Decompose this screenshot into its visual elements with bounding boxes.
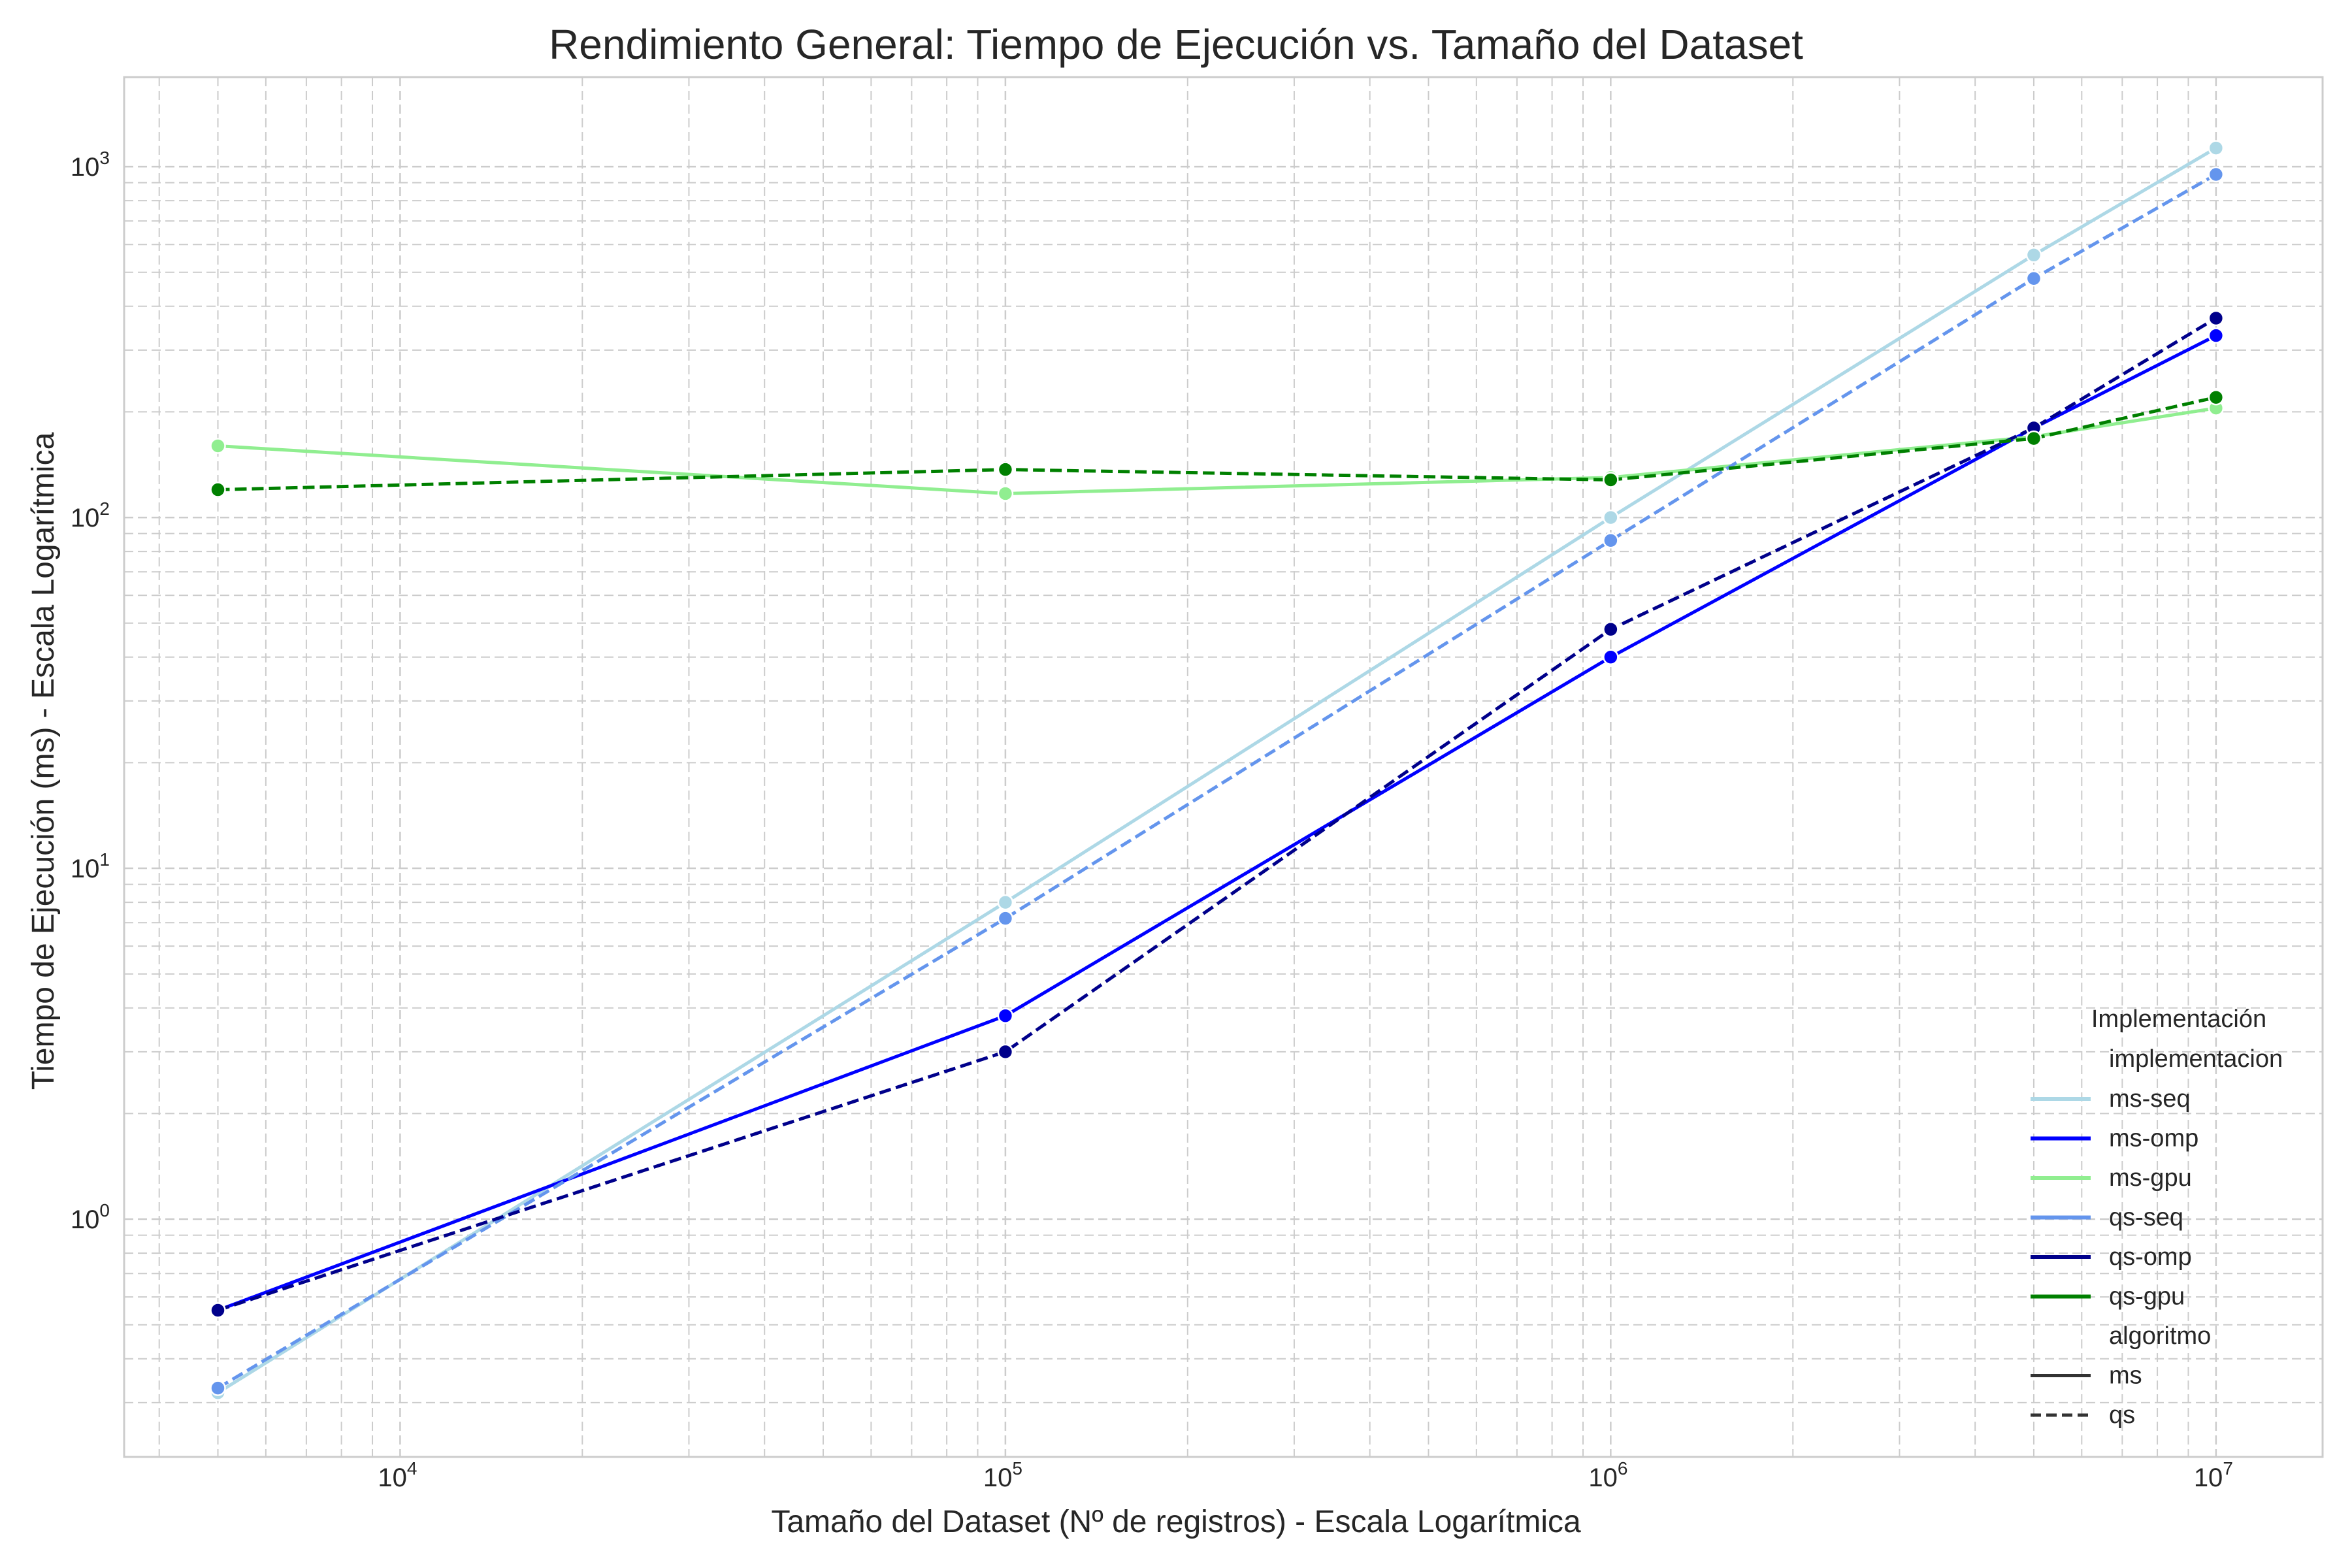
legend-title: Implementación [2091, 1005, 2266, 1033]
data-point-qs-gpu [210, 482, 226, 498]
data-point-qs-gpu [2208, 389, 2225, 406]
data-point-qs-seq [2025, 270, 2042, 287]
series-qs-seq [210, 166, 2225, 1396]
legend-style-header: algoritmo [2109, 1322, 2211, 1350]
y-tick-label: 103 [71, 148, 110, 182]
data-point-ms-omp [1603, 649, 1619, 666]
data-point-ms-omp [997, 1007, 1014, 1024]
data-point-qs-omp [997, 1043, 1014, 1060]
data-point-qs-seq [997, 910, 1014, 926]
data-point-qs-omp [2208, 310, 2225, 327]
data-point-ms-omp [2208, 327, 2225, 344]
x-tick-label: 105 [983, 1458, 1022, 1492]
data-point-ms-seq [2025, 247, 2042, 263]
legend-label-ms-seq: ms-seq [2109, 1085, 2191, 1113]
legend: Implementación implementacion algoritmo … [2031, 1005, 2283, 1429]
data-point-ms-seq [997, 894, 1014, 911]
x-axis-label: Tamaño del Dataset (Nº de registros) - E… [771, 1505, 1581, 1539]
legend-hue-header: implementacion [2109, 1045, 2283, 1073]
plot-frame [123, 76, 2324, 1458]
data-point-qs-gpu [2025, 430, 2042, 447]
series-line-qs-seq [217, 172, 2217, 1390]
series-layer [210, 140, 2225, 1401]
data-point-qs-gpu [1603, 472, 1619, 488]
legend-label-qs-seq: qs-seq [2109, 1204, 2183, 1232]
data-point-ms-gpu [210, 438, 226, 454]
legend-label-qs-omp: qs-omp [2109, 1243, 2192, 1271]
x-tick-label: 104 [378, 1458, 417, 1492]
legend-label-qs-gpu: qs-gpu [2109, 1283, 2185, 1311]
data-point-qs-omp [1603, 621, 1619, 638]
legend-label-ms-omp: ms-omp [2109, 1125, 2198, 1152]
data-point-ms-gpu [997, 485, 1014, 502]
data-point-qs-seq [210, 1380, 226, 1396]
data-point-ms-seq [2208, 140, 2225, 156]
y-axis-label: Tiempo de Ejecución (ms) - Escala Logarí… [26, 432, 61, 1090]
chart-title: Rendimiento General: Tiempo de Ejecución… [549, 21, 1803, 68]
data-point-qs-seq [2208, 166, 2225, 183]
data-point-qs-omp [210, 1302, 226, 1318]
legend-style-label-ms: ms [2109, 1362, 2142, 1390]
x-tick-label: 107 [2194, 1458, 2233, 1492]
data-point-ms-seq [1603, 509, 1619, 526]
x-tick-label: 106 [1588, 1458, 1627, 1492]
series-qs-gpu [210, 389, 2225, 498]
legend-label-ms-gpu: ms-gpu [2109, 1164, 2192, 1192]
data-point-qs-seq [1603, 532, 1619, 549]
legend-style-label-qs: qs [2109, 1401, 2135, 1429]
data-point-qs-gpu [997, 461, 1014, 478]
